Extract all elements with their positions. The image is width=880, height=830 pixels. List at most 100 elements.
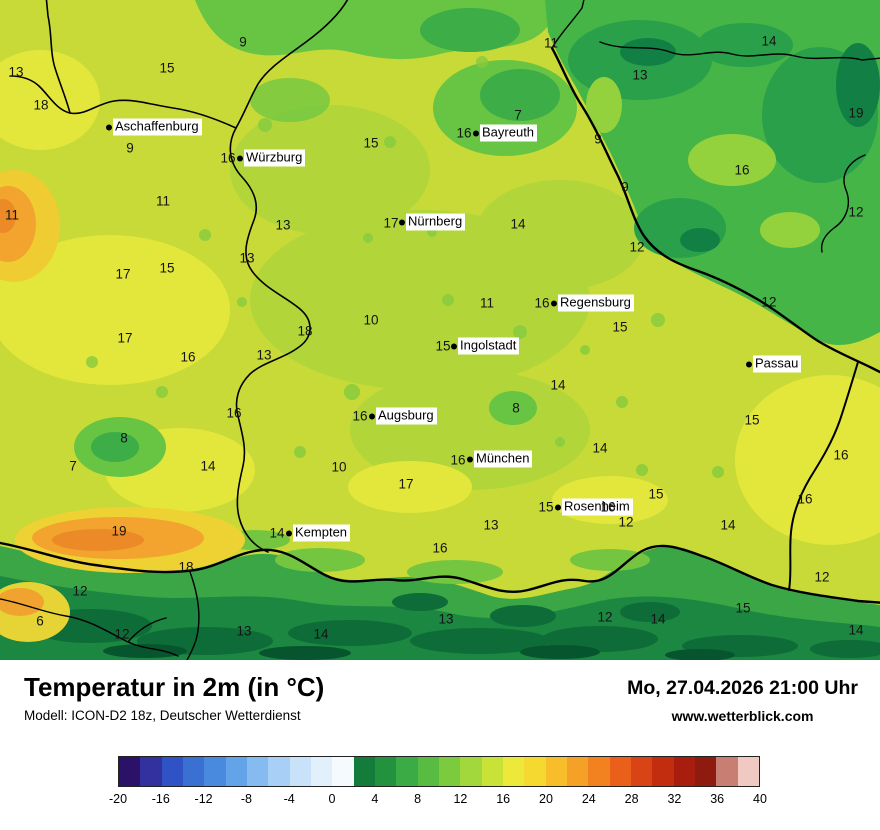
city-marker-regensburg: Regensburg bbox=[551, 294, 634, 312]
temperature-value: 14 bbox=[313, 626, 329, 642]
temperature-value: 18 bbox=[297, 323, 313, 339]
city-dot-icon bbox=[451, 343, 457, 349]
colorbar-segment bbox=[737, 757, 759, 786]
temperature-value: 16 bbox=[432, 540, 448, 556]
temperature-value: 13 bbox=[632, 67, 648, 83]
temperature-value: 17 bbox=[383, 215, 399, 231]
temperature-value: 14 bbox=[592, 440, 608, 456]
temperature-value: 12 bbox=[848, 204, 864, 220]
temperature-value: 15 bbox=[159, 60, 175, 76]
colorbar-segment bbox=[694, 757, 717, 786]
temperature-value: 12 bbox=[761, 294, 777, 310]
city-marker-augsburg: Augsburg bbox=[369, 407, 437, 425]
city-dot-icon bbox=[237, 155, 243, 161]
temperature-value: 14 bbox=[720, 517, 736, 533]
colorbar-segment bbox=[673, 757, 695, 786]
temperature-value: 14 bbox=[848, 622, 864, 638]
temperature-value: 15 bbox=[363, 135, 379, 151]
website-label: www.wetterblick.com bbox=[671, 708, 814, 724]
colorbar-segment bbox=[268, 757, 290, 786]
city-marker-wrzburg: Würzburg bbox=[237, 149, 306, 167]
city-marker-bayreuth: Bayreuth bbox=[473, 124, 538, 142]
city-marker-mnchen: München bbox=[467, 450, 533, 468]
colorbar-tick-label: 4 bbox=[371, 792, 379, 806]
temperature-value: 18 bbox=[33, 97, 49, 113]
temperature-value: 12 bbox=[814, 569, 830, 585]
colorbar-segment bbox=[204, 757, 226, 786]
map-art bbox=[0, 0, 880, 660]
temperature-value: 15 bbox=[612, 319, 628, 335]
colorbar-gradient bbox=[118, 756, 760, 787]
colorbar-tick-label: 20 bbox=[539, 792, 553, 806]
city-dot-icon bbox=[106, 124, 112, 130]
city-marker-passau: Passau bbox=[746, 355, 802, 373]
temperature-value: 12 bbox=[618, 514, 634, 530]
city-label: Ingolstadt bbox=[458, 337, 520, 355]
colorbar-tick-label: -16 bbox=[151, 792, 170, 806]
colorbar-segment bbox=[460, 757, 482, 786]
temperature-value: 16 bbox=[456, 125, 472, 141]
colorbar-tick-label: 16 bbox=[496, 792, 511, 806]
map-overlay: Aschaffenburg Würzburg Bayreuth Nürnberg Reg… bbox=[4, 34, 864, 642]
colorbar-segment bbox=[630, 757, 653, 786]
weather-map: Aschaffenburg Würzburg Bayreuth Nürnberg Reg… bbox=[0, 0, 880, 660]
temperature-value: 14 bbox=[550, 377, 566, 393]
temperature-value: 9 bbox=[594, 131, 602, 147]
city-dot-icon bbox=[369, 413, 375, 419]
model-info: Modell: ICON-D2 18z, Deutscher Wetterdie… bbox=[24, 708, 301, 723]
city-dot-icon bbox=[399, 219, 405, 225]
temperature-value: 16 bbox=[226, 405, 242, 421]
city-dot-icon bbox=[551, 300, 557, 306]
temperature-value: 16 bbox=[352, 408, 368, 424]
colorbar-segment bbox=[225, 757, 247, 786]
map-title: Temperatur in 2m (in °C) bbox=[24, 672, 325, 702]
temperature-value: 13 bbox=[236, 623, 252, 639]
temperature-value: 12 bbox=[629, 239, 645, 255]
temperature-value: 13 bbox=[256, 347, 272, 363]
temperature-value: 15 bbox=[735, 600, 751, 616]
temperature-value: 13 bbox=[8, 64, 24, 80]
city-dot-icon bbox=[746, 361, 752, 367]
colorbar-segment bbox=[524, 757, 546, 786]
city-label: Passau bbox=[753, 355, 802, 373]
colorbar-segment bbox=[396, 757, 418, 786]
temperature-value: 16 bbox=[600, 499, 616, 515]
temperature-value: 16 bbox=[797, 491, 813, 507]
temperature-value: 12 bbox=[114, 626, 130, 642]
city-label: Rosenheim bbox=[562, 498, 633, 516]
colorbar-segment bbox=[140, 757, 162, 786]
temperature-value: 14 bbox=[510, 216, 526, 232]
temperature-value: 15 bbox=[435, 338, 451, 354]
temperature-value: 16 bbox=[450, 452, 466, 468]
temperature-value: 7 bbox=[69, 458, 77, 474]
colorbar-segment bbox=[161, 757, 183, 786]
colorbar-segment bbox=[119, 757, 141, 786]
valid-datetime: Mo, 27.04.2026 21:00 Uhr bbox=[627, 677, 858, 699]
temperature-value: 10 bbox=[363, 312, 379, 328]
city-marker-kempten: Kempten bbox=[286, 524, 351, 542]
temperature-value: 13 bbox=[438, 611, 454, 627]
temperature-value: 11 bbox=[479, 295, 495, 311]
temperature-value: 16 bbox=[534, 295, 550, 311]
temperature-value: 18 bbox=[178, 559, 194, 575]
colorbar-tick-label: -20 bbox=[108, 792, 128, 806]
temperature-value: 15 bbox=[159, 260, 175, 276]
colorbar-segment bbox=[545, 757, 567, 786]
colorbar-tick-label: 28 bbox=[624, 792, 639, 806]
colorbar-segment bbox=[417, 757, 439, 786]
city-label: Regensburg bbox=[558, 294, 634, 312]
colorbar-tick-label: -4 bbox=[283, 792, 295, 806]
colorbar-segment bbox=[182, 757, 205, 786]
colorbar-tick-label: 8 bbox=[414, 792, 422, 806]
colorbar-segment bbox=[502, 757, 525, 786]
colorbar-tick-labels: -20 -16 -12 -8 -4 0 4 8 12 16 20 24 28 32 36 40 bbox=[109, 792, 767, 808]
colorbar-tick-label: -8 bbox=[240, 792, 252, 806]
city-label: Aschaffenburg bbox=[113, 118, 202, 136]
temperature-value: 16 bbox=[833, 447, 849, 463]
colorbar-segment bbox=[438, 757, 461, 786]
temperature-value: 7 bbox=[514, 107, 522, 123]
footer-panel: Temperatur in 2m (in °C) Modell: ICON-D2… bbox=[0, 660, 880, 830]
temperature-value: 11 bbox=[4, 207, 20, 223]
colorbar-tick-label: 40 bbox=[753, 792, 767, 806]
